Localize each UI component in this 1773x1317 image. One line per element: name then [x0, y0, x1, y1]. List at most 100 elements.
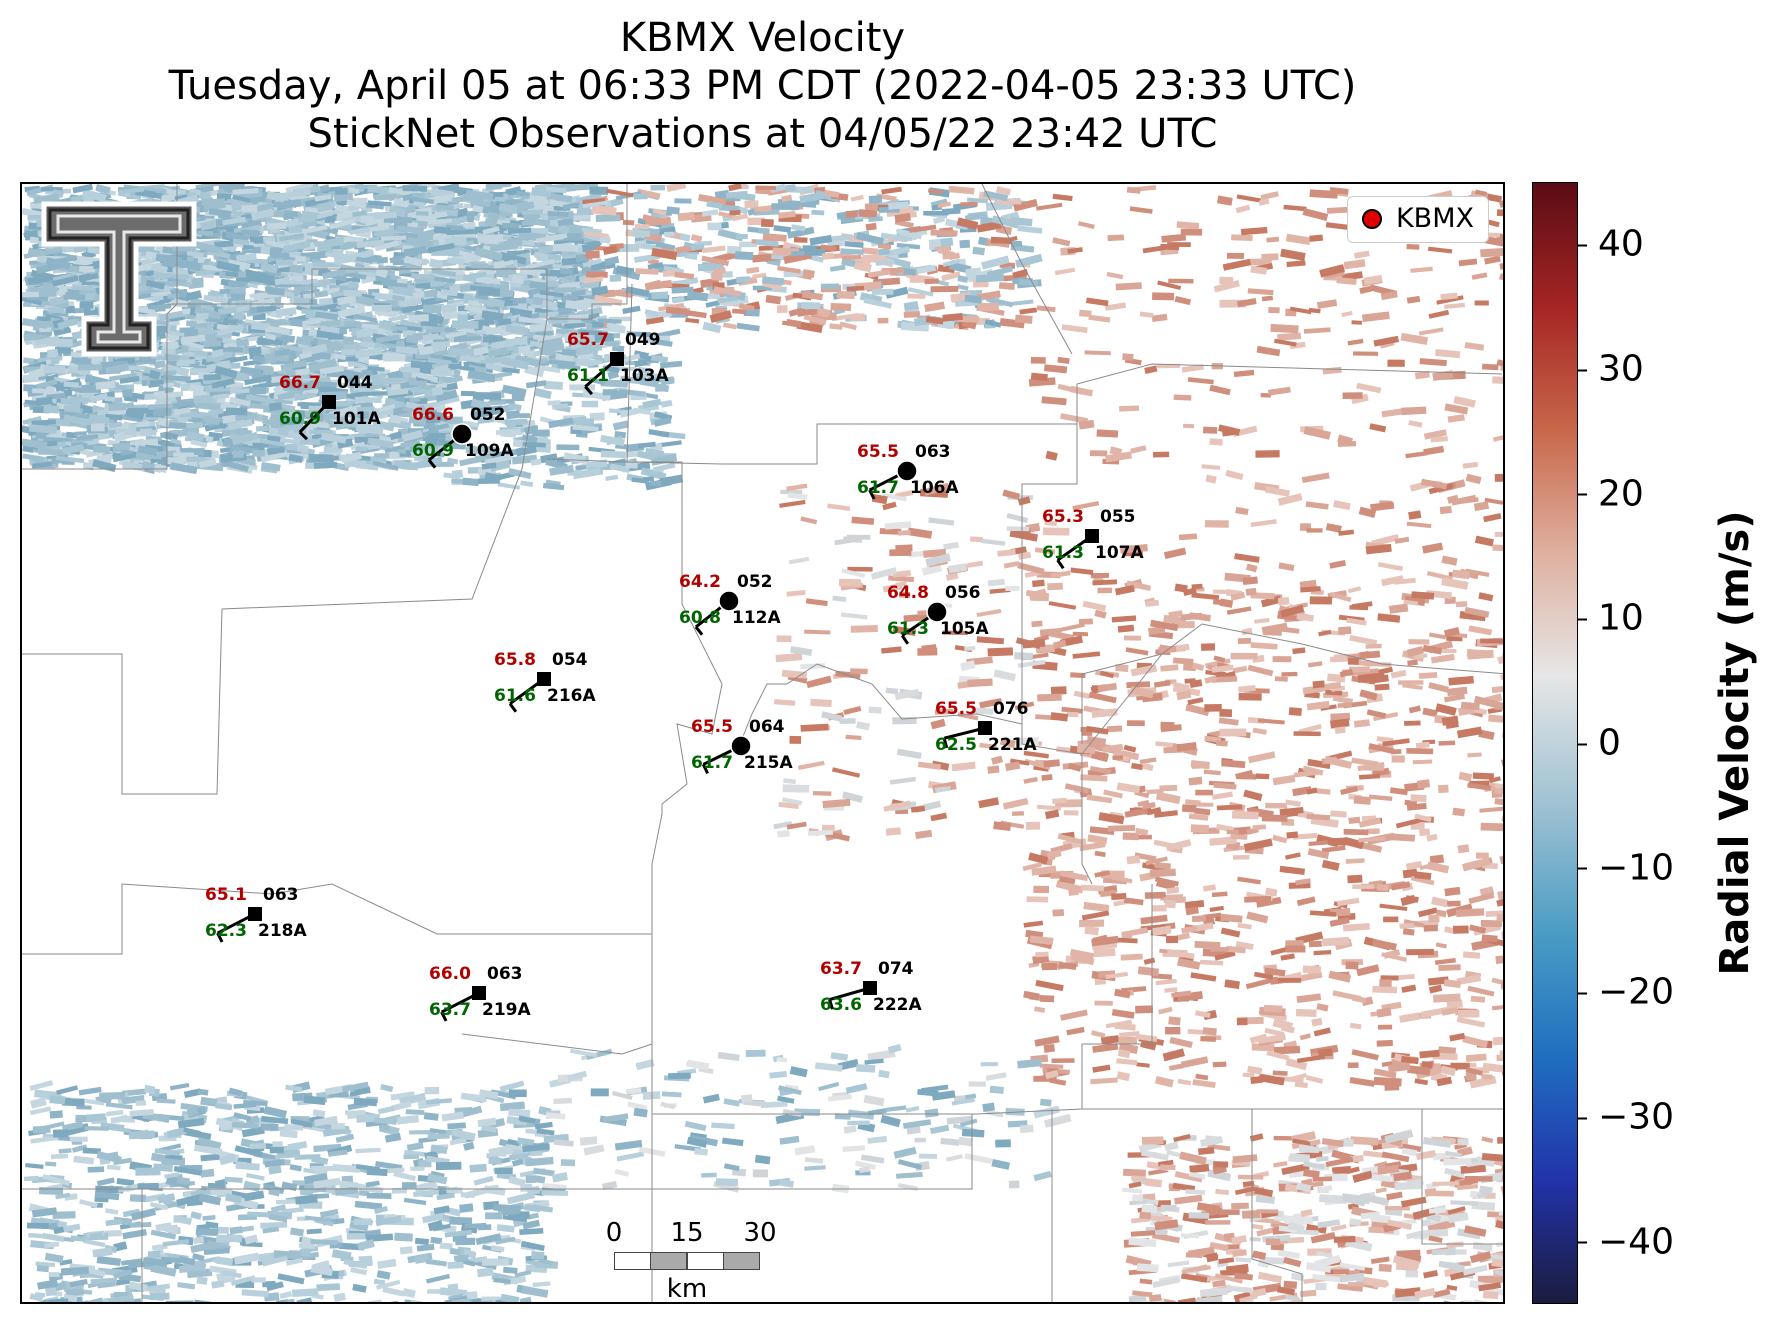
velocity-gate: [543, 380, 564, 391]
velocity-gate: [248, 346, 262, 356]
velocity-gate: [221, 337, 238, 346]
velocity-gate: [1240, 226, 1268, 236]
velocity-gate: [685, 317, 700, 324]
velocity-gate: [451, 469, 464, 479]
velocity-gate: [586, 271, 608, 278]
velocity-gate: [1187, 1029, 1205, 1035]
velocity-gate: [1158, 1006, 1173, 1015]
velocity-gate: [690, 234, 703, 243]
velocity-gate: [295, 255, 307, 262]
velocity-gate: [1366, 828, 1380, 835]
velocity-gate: [1301, 472, 1330, 484]
velocity-gate: [1097, 682, 1118, 693]
velocity-gate: [1243, 789, 1263, 802]
velocity-gate: [402, 193, 414, 202]
velocity-gate: [1391, 833, 1416, 842]
velocity-gate: [1090, 572, 1110, 579]
velocity-gate: [1079, 919, 1105, 928]
velocity-gate: [735, 251, 754, 261]
velocity-gate: [602, 389, 618, 396]
velocity-gate: [1491, 1003, 1503, 1011]
velocity-gate: [514, 337, 528, 346]
velocity-gate: [1122, 353, 1134, 361]
velocity-gate: [64, 405, 81, 413]
velocity-gate: [1479, 806, 1503, 813]
velocity-gate: [290, 275, 304, 281]
velocity-gate: [1305, 501, 1329, 510]
velocity-gate: [1303, 327, 1331, 334]
velocity-gate: [1278, 562, 1295, 572]
velocity-gate: [1066, 1026, 1085, 1036]
velocity-gate: [313, 290, 329, 298]
velocity-gate: [79, 265, 96, 273]
velocity-gate: [1407, 659, 1418, 666]
velocity-gate: [1296, 993, 1322, 1003]
velocity-gate: [744, 200, 759, 208]
velocity-gate: [415, 211, 429, 216]
velocity-gate: [179, 327, 195, 333]
velocity-gate: [1369, 423, 1387, 433]
velocity-gate: [1204, 520, 1229, 528]
title-line-3: StickNet Observations at 04/05/22 23:42 …: [307, 111, 1218, 157]
velocity-gate: [1041, 396, 1067, 406]
velocity-gate: [1279, 865, 1306, 876]
velocity-gate: [1140, 914, 1168, 925]
velocity-gate: [605, 474, 619, 481]
velocity-gate: [1353, 250, 1370, 259]
velocity-gate: [227, 279, 246, 288]
map-panel[interactable]: 66.7 044 60.9 101A 66.6 052 60.9 109A 65.7 049 61.…: [20, 182, 1505, 1304]
velocity-gate: [972, 246, 986, 256]
velocity-gate: [1195, 1073, 1209, 1081]
velocity-gate: [1036, 305, 1056, 313]
velocity-gate: [1045, 450, 1058, 461]
velocity-gate: [1467, 985, 1495, 997]
velocity-gate: [791, 224, 806, 232]
velocity-gate: [1256, 345, 1281, 357]
velocity-gate: [940, 237, 954, 248]
velocity-gate: [1372, 985, 1398, 994]
velocity-gate: [1078, 221, 1095, 230]
velocity-gate: [161, 341, 179, 350]
velocity-gate: [575, 418, 594, 426]
velocity-gate: [761, 218, 774, 228]
velocity-gate: [462, 193, 474, 202]
velocity-gate: [1155, 978, 1177, 986]
velocity-gate: [1245, 563, 1258, 573]
velocity-gate: [45, 246, 65, 256]
velocity-gate: [367, 185, 389, 195]
velocity-gate: [786, 318, 802, 328]
velocity-gate: [1272, 656, 1292, 663]
velocity-gate: [1268, 307, 1280, 314]
velocity-gate: [263, 366, 274, 375]
velocity-gate: [1222, 258, 1252, 271]
velocity-gate: [1117, 624, 1135, 633]
velocity-gate: [729, 210, 741, 216]
velocity-gate: [1288, 707, 1302, 716]
velocity-gate: [1266, 236, 1280, 243]
velocity-gate: [1438, 964, 1461, 971]
velocity-gate: [1408, 420, 1423, 428]
velocity-gate: [1495, 954, 1503, 964]
velocity-gate: [1209, 438, 1223, 446]
velocity-gate: [1419, 358, 1447, 367]
velocity-gate: [701, 245, 726, 254]
velocity-gate: [1349, 1077, 1375, 1087]
velocity-gate: [564, 322, 586, 329]
velocity-gate: [1373, 1076, 1402, 1087]
velocity-gate: [354, 396, 382, 404]
velocity-gate: [150, 291, 172, 297]
velocity-gate: [355, 446, 367, 452]
velocity-gate: [1199, 959, 1224, 966]
velocity-gate: [1497, 887, 1503, 900]
velocity-gate: [285, 184, 314, 194]
velocity-gate: [861, 247, 879, 255]
velocity-gate: [422, 289, 437, 299]
velocity-gate: [383, 353, 406, 362]
velocity-gate: [1431, 896, 1449, 908]
velocity-gate: [1294, 1081, 1309, 1089]
velocity-gate: [757, 227, 770, 235]
velocity-gate: [1088, 314, 1111, 323]
velocity-gate: [197, 230, 214, 236]
velocity-gate: [612, 420, 629, 431]
